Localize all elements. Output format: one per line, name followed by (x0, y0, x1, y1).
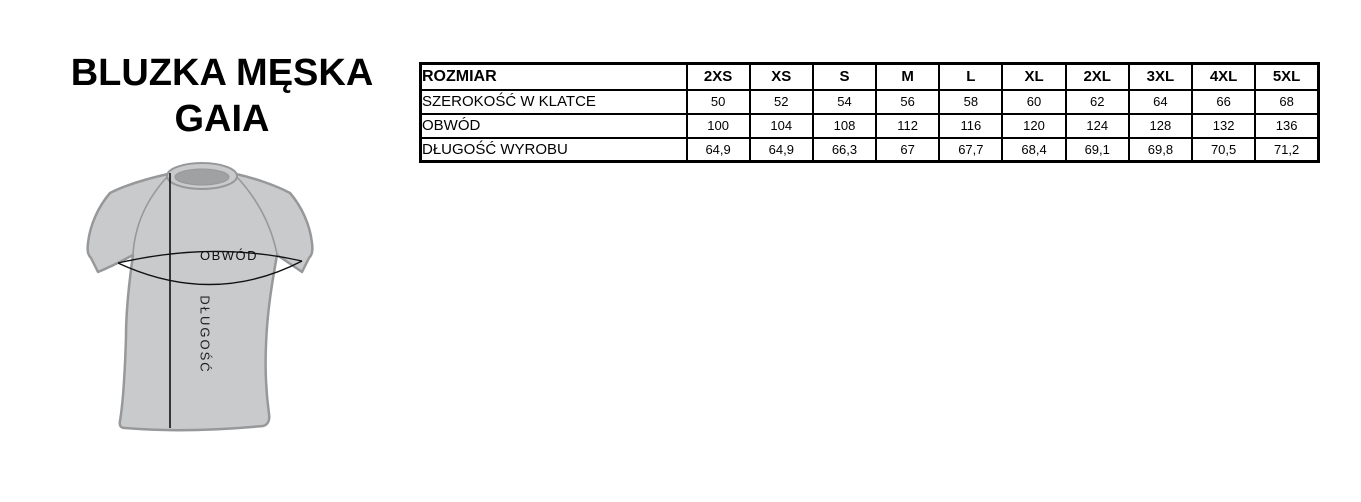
value-cell: 64,9 (685, 136, 751, 163)
left-armhole-seam (132, 175, 169, 255)
value-cell: 132 (1190, 112, 1257, 139)
value-cell: 68 (1254, 88, 1320, 115)
value-cell: 120 (1001, 112, 1067, 139)
row-label: SZEROKOŚĆ W KLATCE (419, 88, 688, 115)
value-cell: 108 (811, 112, 878, 139)
value-cell: 66 (1190, 88, 1257, 115)
value-cell: 58 (938, 88, 1004, 115)
right-armhole-seam (235, 175, 278, 255)
product-title: BLUZKA MĘSKA GAIA (58, 50, 386, 142)
size-header-cell: XS (748, 62, 814, 91)
size-header-cell: 4XL (1190, 62, 1257, 91)
tshirt-body-shape (86, 166, 314, 432)
value-cell: 69,1 (1064, 136, 1130, 163)
size-header-cell: S (811, 62, 878, 91)
row-label: DŁUGOŚĆ WYROBU (419, 136, 688, 163)
value-cell: 62 (1064, 88, 1130, 115)
value-cell: 67 (875, 136, 941, 163)
value-cell: 136 (1254, 112, 1320, 139)
chest-width-row: SZEROKOŚĆ W KLATCE 50 52 54 56 58 60 62 … (419, 88, 1320, 115)
value-cell: 104 (748, 112, 814, 139)
value-cell: 68,4 (1001, 136, 1067, 163)
size-header-cell: 3XL (1127, 62, 1194, 91)
product-length-row: DŁUGOŚĆ WYROBU 64,9 64,9 66,3 67 67,7 68… (419, 136, 1320, 163)
tshirt-measurement-diagram: OBWÓD DŁUGOŚĆ (80, 155, 320, 445)
length-label: DŁUGOŚĆ (197, 295, 213, 374)
value-cell: 124 (1064, 112, 1130, 139)
value-cell: 54 (811, 88, 878, 115)
value-cell: 70,5 (1190, 136, 1257, 163)
value-cell: 64 (1127, 88, 1194, 115)
value-cell: 66,3 (811, 136, 878, 163)
value-cell: 56 (875, 88, 941, 115)
circumference-measure-ellipse-top (117, 250, 303, 264)
size-table: ROZMIAR 2XS XS S M L XL 2XL 3XL 4XL 5XL … (419, 62, 1320, 163)
value-cell: 116 (938, 112, 1004, 139)
value-cell: 64,9 (748, 136, 814, 163)
value-cell: 128 (1127, 112, 1194, 139)
circumference-label: OBWÓD (200, 248, 259, 263)
value-cell: 100 (685, 112, 751, 139)
size-header-cell: XL (1001, 62, 1067, 91)
size-header-cell: 5XL (1254, 62, 1320, 91)
product-title-line2: GAIA (174, 98, 270, 140)
tshirt-illustration (86, 162, 314, 432)
value-cell: 50 (685, 88, 751, 115)
girth-row: OBWÓD 100 104 108 112 116 120 124 128 13… (419, 112, 1320, 139)
product-title-line1: BLUZKA MĘSKA (70, 52, 374, 94)
value-cell: 71,2 (1254, 136, 1320, 163)
value-cell: 67,7 (938, 136, 1004, 163)
size-table-header-label: ROZMIAR (419, 62, 688, 91)
size-header-cell: 2XL (1064, 62, 1130, 91)
size-header-cell: L (938, 62, 1004, 91)
size-header-cell: M (875, 62, 941, 91)
circumference-measure-ellipse-bottom (117, 260, 303, 286)
value-cell: 52 (748, 88, 814, 115)
size-table-header-row: ROZMIAR 2XS XS S M L XL 2XL 3XL 4XL 5XL (419, 62, 1320, 91)
value-cell: 112 (875, 112, 941, 139)
collar-inner (174, 168, 230, 186)
value-cell: 60 (1001, 88, 1067, 115)
row-label: OBWÓD (419, 112, 688, 139)
size-header-cell: 2XS (685, 62, 751, 91)
value-cell: 69,8 (1127, 136, 1194, 163)
